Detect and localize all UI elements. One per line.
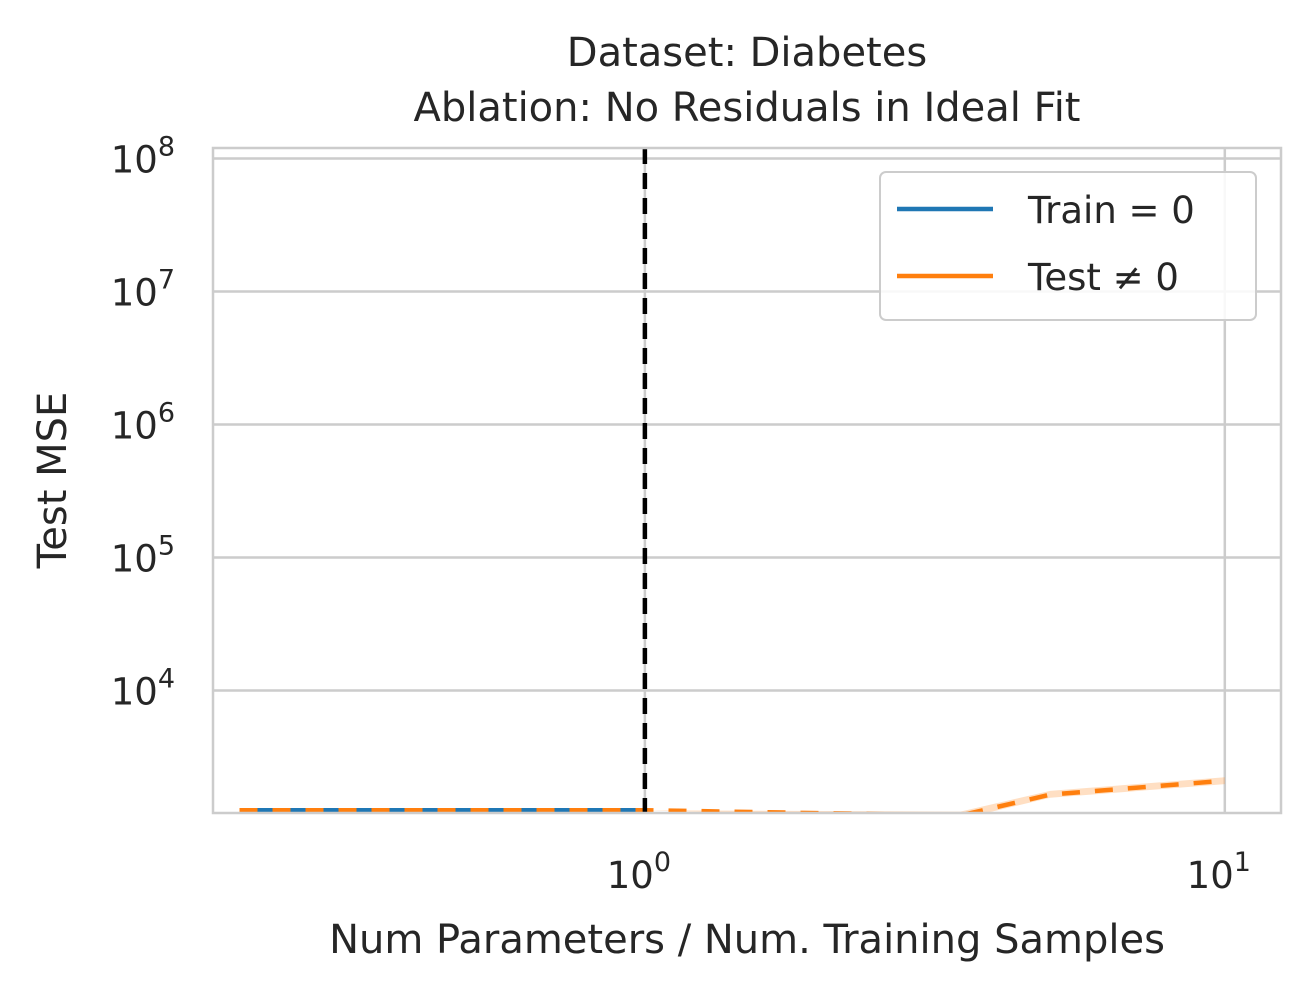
y-tick-label: 105 [111,531,175,581]
chart-subtitle: Ablation: No Residuals in Ideal Fit [414,85,1081,131]
chart-title: Dataset: Diabetes [567,30,927,76]
legend: Train = 0 Test ≠ 0 [879,171,1257,321]
y-axis-label: Test MSE [30,392,76,570]
legend-label-train: Train = 0 [1027,189,1195,232]
series-line-1 [239,778,1225,813]
tick-labels: 104 105 106 107 108 100 101 [111,132,1251,897]
x-axis-label: Num Parameters / Num. Training Samples [329,917,1165,963]
x-tick-label: 101 [1187,847,1251,897]
y-tick-label: 107 [111,265,175,315]
legend-label-test: Test ≠ 0 [1027,256,1179,299]
y-tick-label: 104 [111,664,175,714]
plot-area [239,148,1225,813]
y-tick-label: 106 [111,398,175,448]
plot-frame [211,146,1283,815]
x-tick-label: 100 [607,847,671,897]
y-tick-label: 108 [111,132,175,182]
